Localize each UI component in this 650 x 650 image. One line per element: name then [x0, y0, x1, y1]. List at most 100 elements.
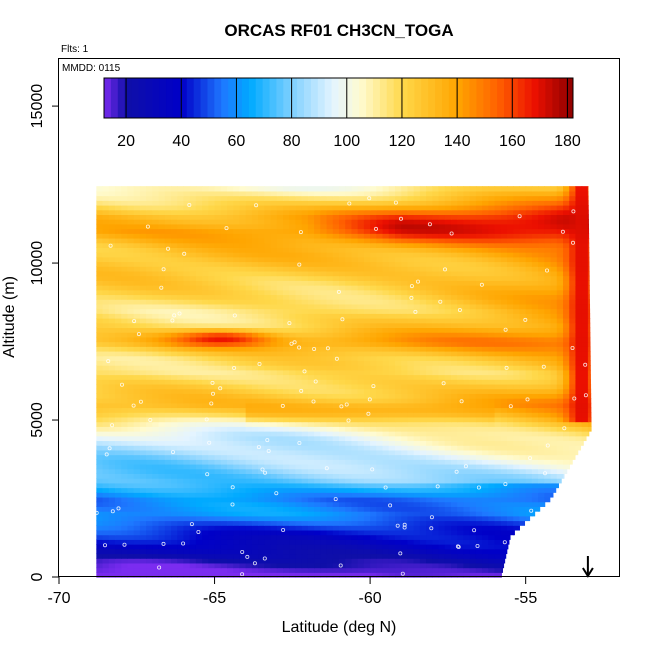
- heatmap-cell: [195, 539, 203, 545]
- heatmap-cell: [332, 539, 340, 545]
- heatmap-cell: [581, 402, 589, 409]
- heatmap-cell: [314, 421, 321, 427]
- heatmap-cell: [401, 318, 409, 324]
- heatmap-cell: [139, 463, 147, 470]
- heatmap-cell: [463, 459, 471, 465]
- heatmap-cell: [177, 398, 185, 404]
- heatmap-cell: [332, 289, 340, 296]
- heatmap-cell: [276, 360, 284, 366]
- heatmap-cell: [96, 398, 104, 404]
- heatmap-cell: [320, 421, 328, 427]
- heatmap-cell: [220, 299, 228, 305]
- heatmap-cell: [401, 402, 409, 409]
- heatmap-cell: [463, 412, 471, 418]
- heatmap-cell: [339, 525, 346, 531]
- heatmap-cell: [451, 496, 458, 503]
- heatmap-cell: [326, 383, 334, 390]
- heatmap-cell: [108, 308, 116, 314]
- heatmap-cell: [320, 445, 328, 451]
- heatmap-cell: [457, 379, 465, 385]
- heatmap-cell: [363, 426, 371, 432]
- heatmap-cell: [227, 332, 234, 338]
- heatmap-cell: [544, 449, 552, 456]
- heatmap-cell: [289, 482, 297, 489]
- heatmap-cell: [525, 402, 533, 409]
- heatmap-cell: [233, 567, 241, 573]
- heatmap-cell: [438, 473, 446, 479]
- heatmap-cell: [332, 398, 340, 404]
- heatmap-cell: [451, 322, 458, 329]
- heatmap-cell: [258, 534, 265, 540]
- heatmap-cell: [127, 275, 135, 281]
- heatmap-cell: [326, 572, 334, 578]
- heatmap-cell: [177, 482, 185, 489]
- heatmap-cell: [475, 369, 483, 376]
- heatmap-cell: [283, 412, 290, 418]
- heatmap-cell: [183, 426, 191, 432]
- heatmap-cell: [108, 520, 116, 526]
- heatmap-cell: [376, 440, 384, 446]
- heatmap-cell: [581, 407, 589, 413]
- heatmap-cell: [469, 421, 477, 427]
- heatmap-cell: [382, 332, 390, 338]
- heatmap-cell: [463, 544, 471, 550]
- heatmap-cell: [482, 492, 489, 498]
- heatmap-cell: [183, 506, 191, 512]
- heatmap-cell: [457, 360, 465, 366]
- heatmap-cell: [444, 435, 452, 442]
- heatmap-cell: [195, 492, 203, 498]
- heatmap-cell: [270, 308, 278, 314]
- heatmap-cell: [563, 294, 570, 300]
- heatmap-cell: [270, 440, 278, 446]
- heatmap-cell: [102, 511, 110, 517]
- heatmap-cell: [189, 407, 197, 413]
- heatmap-cell: [332, 416, 340, 423]
- heatmap-cell: [494, 534, 502, 540]
- heatmap-cell: [295, 572, 303, 578]
- heatmap-cell: [419, 383, 427, 390]
- heatmap-cell: [326, 374, 334, 380]
- heatmap-cell: [419, 572, 427, 578]
- heatmap-cell: [164, 496, 172, 503]
- heatmap-cell: [469, 374, 477, 380]
- heatmap-cell: [214, 275, 222, 281]
- heatmap-cell: [233, 398, 241, 404]
- heatmap-cell: [507, 421, 514, 427]
- heatmap-cell: [519, 341, 527, 347]
- heatmap-cell: [227, 482, 234, 489]
- heatmap-cell: [457, 398, 465, 404]
- heatmap-cell: [426, 544, 433, 550]
- heatmap-cell: [351, 459, 359, 465]
- heatmap-cell: [432, 459, 440, 465]
- heatmap-cell: [351, 285, 359, 291]
- heatmap-cell: [407, 374, 415, 380]
- chart-title: ORCAS RF01 CH3CN_TOGA: [224, 21, 453, 40]
- heatmap-cell: [376, 313, 384, 319]
- heatmap-cell: [214, 270, 222, 277]
- heatmap-cell: [220, 421, 228, 427]
- heatmap-cell: [413, 454, 421, 460]
- heatmap-cell: [563, 360, 570, 366]
- heatmap-cell: [463, 355, 471, 361]
- heatmap-cell: [426, 487, 433, 493]
- heatmap-cell: [264, 355, 272, 361]
- heatmap-cell: [388, 459, 396, 465]
- heatmap-cell: [482, 327, 489, 333]
- heatmap-cell: [376, 445, 384, 451]
- heatmap-cell: [332, 440, 340, 446]
- heatmap-cell: [463, 327, 471, 333]
- heatmap-cell: [283, 303, 290, 310]
- heatmap-cell: [133, 562, 141, 569]
- heatmap-cell: [519, 275, 527, 281]
- heatmap-cell: [320, 318, 328, 324]
- heatmap-cell: [189, 299, 197, 305]
- heatmap-cell: [538, 308, 545, 314]
- heatmap-cell: [208, 473, 216, 479]
- heatmap-cell: [370, 515, 377, 522]
- heatmap-cell: [382, 463, 390, 470]
- heatmap-cell: [152, 412, 160, 418]
- heatmap-cell: [115, 402, 122, 409]
- heatmap-cell: [158, 275, 166, 281]
- heatmap-cell: [108, 515, 116, 522]
- heatmap-cell: [276, 492, 284, 498]
